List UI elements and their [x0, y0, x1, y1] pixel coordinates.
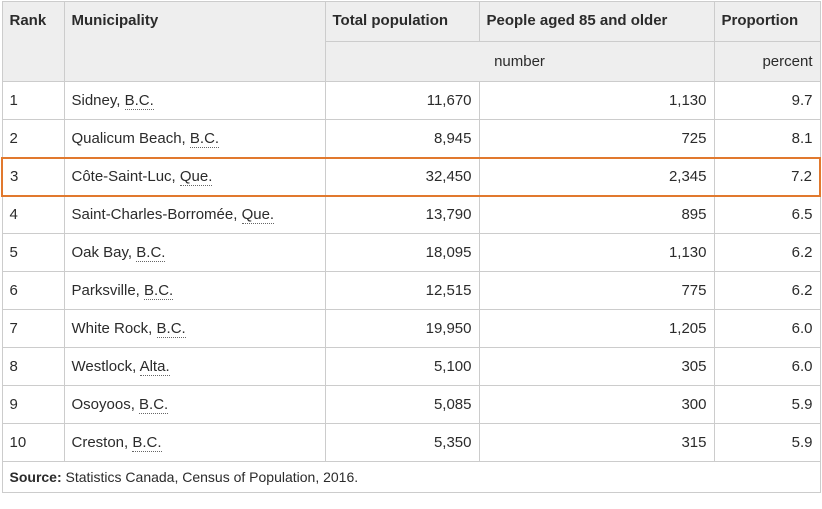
total-population-cell: 5,350	[324, 423, 480, 462]
proportion-cell: 6.0	[713, 347, 821, 386]
aged-85-and-older-cell: 725	[478, 119, 715, 158]
total-population-cell: 13,790	[324, 195, 480, 234]
table-body: 1 Sidney, B.C. 11,670 1,130 9.7 2 Qualic…	[1, 81, 821, 462]
table-row: 6 Parksville, B.C. 12,515 775 6.2	[1, 271, 821, 310]
rank-cell: 8	[1, 347, 65, 386]
province-abbr: Que.	[241, 206, 275, 225]
municipality-cell: Creston, B.C.	[63, 423, 326, 462]
municipality-cell: Osoyoos, B.C.	[63, 385, 326, 424]
municipalities-85plus-table: Rank Municipality Total population Peopl…	[1, 1, 821, 493]
province-abbr: B.C.	[132, 434, 162, 452]
table-row: 9 Osoyoos, B.C. 5,085 300 5.9	[1, 385, 821, 424]
total-population-cell: 18,095	[324, 233, 480, 272]
col-header-rank: Rank	[1, 1, 65, 82]
municipality-name: Parksville,	[71, 282, 140, 299]
province-abbr: B.C.	[144, 282, 174, 300]
municipality-cell: Sidney, B.C.	[63, 81, 326, 120]
rank-cell: 4	[1, 195, 65, 234]
rank-cell: 9	[1, 385, 65, 424]
units-row: number percent	[2, 41, 821, 82]
municipality-name: Qualicum Beach,	[71, 129, 186, 147]
total-population-cell: 11,670	[324, 81, 480, 120]
municipality-name: Westlock,	[71, 358, 137, 375]
municipality-name: White Rock,	[71, 320, 153, 337]
source-text: Statistics Canada, Census of Population,…	[65, 469, 359, 485]
total-population-cell: 5,085	[324, 385, 480, 424]
aged-85-and-older-cell: 1,130	[478, 81, 715, 120]
aged-85-and-older-cell: 305	[478, 347, 715, 386]
col-header-total-population: Total population	[324, 1, 480, 42]
aged-85-and-older-cell: 2,345	[478, 156, 715, 197]
municipality-cell: Oak Bay, B.C.	[63, 233, 326, 272]
total-population-cell: 12,515	[324, 271, 480, 310]
proportion-cell: 5.9	[713, 423, 821, 462]
municipality-cell: Côte-Saint-Luc, Que.	[63, 156, 326, 197]
municipality-cell: Saint-Charles-Borromée, Que.	[63, 195, 326, 234]
province-abbr: B.C.	[124, 92, 154, 110]
total-population-cell: 5,100	[324, 347, 480, 386]
aged-85-and-older-cell: 1,130	[478, 233, 715, 272]
proportion-cell: 6.2	[713, 233, 821, 272]
col-header-aged-85-and-older: People aged 85 and older	[478, 1, 715, 42]
rank-cell: 5	[1, 233, 65, 272]
proportion-cell: 6.0	[713, 309, 821, 348]
total-population-cell: 8,945	[324, 119, 480, 158]
source-row: Source: Statistics Canada, Census of Pop…	[1, 461, 821, 493]
rank-cell: 7	[1, 309, 65, 348]
aged-85-and-older-cell: 895	[478, 195, 715, 234]
table-row: 3 Côte-Saint-Luc, Que. 32,450 2,345 7.2	[1, 156, 821, 197]
municipality-cell: White Rock, B.C.	[63, 309, 326, 348]
table-row: 1 Sidney, B.C. 11,670 1,130 9.7	[1, 81, 821, 120]
rank-cell: 2	[1, 119, 65, 158]
province-abbr: Alta.	[139, 358, 170, 376]
source-label: Source:	[9, 469, 62, 485]
proportion-cell: 6.2	[713, 271, 821, 310]
source-cell: Source: Statistics Canada, Census of Pop…	[1, 461, 821, 493]
rank-cell: 10	[1, 423, 65, 462]
rank-cell: 3	[1, 156, 65, 197]
municipality-cell: Parksville, B.C.	[63, 271, 326, 310]
units-number: number	[324, 41, 715, 82]
table-footer: Source: Statistics Canada, Census of Pop…	[1, 461, 821, 493]
table-row: 8 Westlock, Alta. 5,100 305 6.0	[1, 347, 821, 386]
municipality-name: Saint-Charles-Borromée,	[71, 206, 238, 224]
rank-cell: 6	[1, 271, 65, 310]
table-row: 7 White Rock, B.C. 19,950 1,205 6.0	[1, 309, 821, 348]
province-abbr: B.C.	[189, 129, 220, 148]
municipality-cell: Qualicum Beach, B.C.	[63, 119, 326, 158]
table-row: 4 Saint-Charles-Borromée, Que. 13,790 89…	[1, 195, 821, 234]
province-abbr: B.C.	[136, 244, 166, 262]
proportion-cell: 9.7	[713, 81, 821, 120]
aged-85-and-older-cell: 775	[478, 271, 715, 310]
rank-cell: 1	[1, 81, 65, 120]
header-row: Rank Municipality Total population Peopl…	[1, 1, 821, 82]
municipality-name: Sidney,	[71, 92, 121, 109]
province-abbr: Que.	[179, 168, 213, 186]
table-header: Rank Municipality Total population Peopl…	[1, 1, 821, 82]
units-percent: percent	[713, 41, 821, 82]
municipality-cell: Westlock, Alta.	[63, 347, 326, 386]
table-row: 2 Qualicum Beach, B.C. 8,945 725 8.1	[1, 119, 821, 158]
aged-85-and-older-cell: 300	[478, 385, 715, 424]
proportion-cell: 6.5	[713, 195, 821, 234]
col-header-municipality: Municipality	[63, 1, 326, 82]
aged-85-and-older-cell: 315	[478, 423, 715, 462]
proportion-cell: 8.1	[713, 119, 821, 158]
province-abbr: B.C.	[156, 320, 186, 338]
municipality-name: Creston,	[71, 434, 129, 451]
municipality-name: Côte-Saint-Luc,	[71, 168, 176, 185]
proportion-cell: 5.9	[713, 385, 821, 424]
municipality-name: Oak Bay,	[71, 244, 133, 261]
aged-85-and-older-cell: 1,205	[478, 309, 715, 348]
table-row: 10 Creston, B.C. 5,350 315 5.9	[1, 423, 821, 462]
province-abbr: B.C.	[139, 396, 169, 414]
col-header-proportion: Proportion	[713, 1, 821, 42]
proportion-cell: 7.2	[713, 156, 821, 197]
total-population-cell: 32,450	[324, 156, 480, 197]
municipality-name: Osoyoos,	[71, 396, 135, 413]
total-population-cell: 19,950	[324, 309, 480, 348]
table-row: 5 Oak Bay, B.C. 18,095 1,130 6.2	[1, 233, 821, 272]
